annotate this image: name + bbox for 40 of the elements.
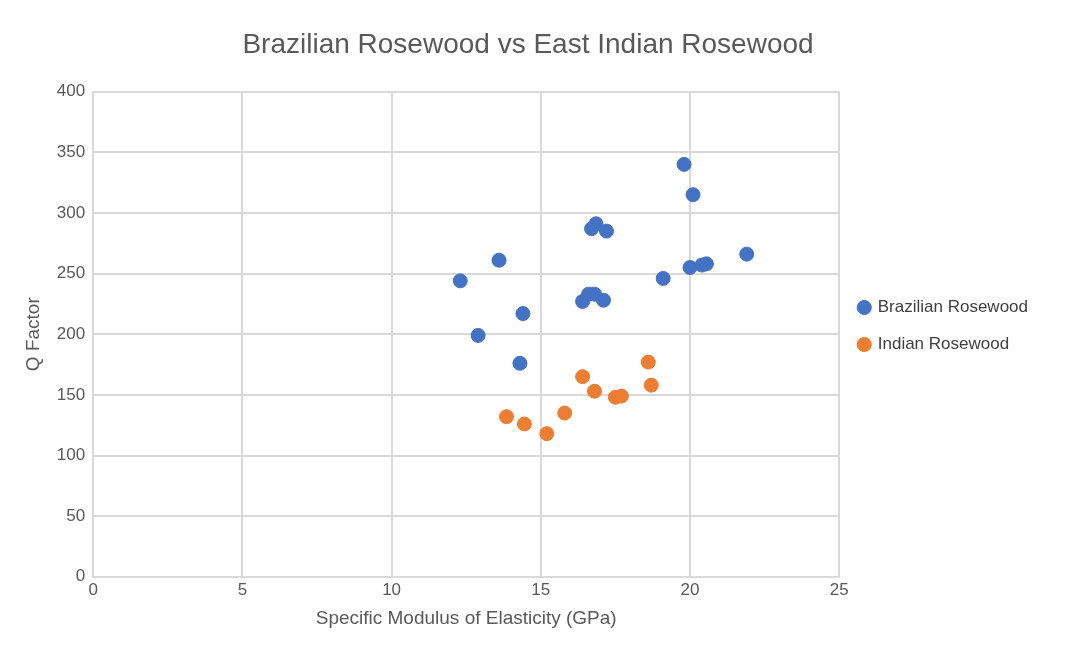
point (682, 259, 698, 275)
point (587, 383, 603, 399)
point (470, 327, 486, 343)
point (499, 409, 514, 425)
y-tick-label: 200 (56, 323, 86, 343)
point (640, 354, 656, 370)
point (598, 223, 614, 239)
point (595, 292, 611, 308)
x-tick-label: 15 (531, 579, 551, 599)
y-tick-label: 0 (75, 566, 86, 586)
point (588, 216, 604, 232)
point (643, 377, 659, 393)
x-tick-label: 5 (237, 579, 248, 599)
y-tick-label: 400 (56, 81, 86, 101)
point (512, 355, 528, 371)
point (685, 187, 701, 203)
point (575, 369, 591, 385)
x-tick-label: 10 (382, 579, 402, 599)
y-tick-label: 100 (56, 445, 86, 465)
x-tick-label: 20 (680, 579, 700, 599)
x-axis-title: Specific Modulus of Elasticity (GPa) (315, 606, 617, 628)
point (655, 270, 671, 286)
point (491, 252, 507, 268)
point (516, 416, 532, 432)
y-tick-label: 250 (56, 263, 86, 283)
point (452, 273, 468, 289)
y-tick-label: 50 (66, 505, 86, 525)
y-axis-title: Q Factor (21, 296, 43, 372)
point (515, 306, 531, 322)
point (557, 405, 573, 421)
y-tick-label: 350 (56, 141, 86, 161)
y-tick-label: 300 (56, 202, 86, 222)
point (739, 246, 755, 262)
y-tick-label: 150 (56, 384, 86, 404)
chart-title: Brazilian Rosewood vs East Indian Rosewood (242, 27, 814, 59)
legend-label: Brazilian Rosewood (877, 297, 1029, 317)
point (676, 156, 692, 172)
x-tick-label: 25 (829, 579, 849, 599)
point (539, 426, 555, 442)
legend-label: Indian Rosewood (877, 334, 1010, 354)
